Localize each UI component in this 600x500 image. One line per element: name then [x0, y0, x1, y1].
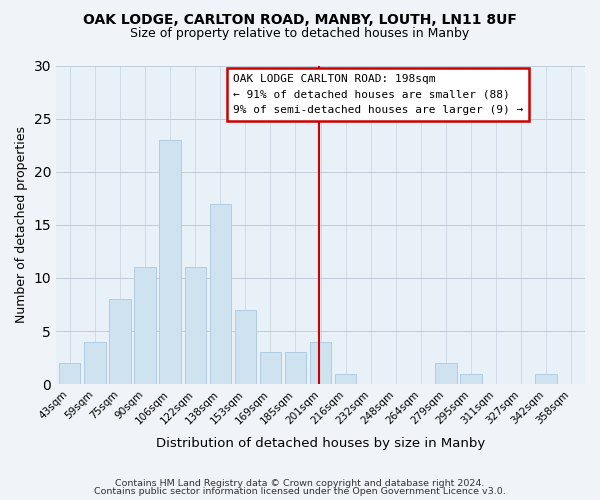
Y-axis label: Number of detached properties: Number of detached properties [15, 126, 28, 324]
Bar [460, 374, 482, 384]
Bar [59, 363, 80, 384]
Text: Size of property relative to detached houses in Manby: Size of property relative to detached ho… [130, 28, 470, 40]
Bar [435, 363, 457, 384]
Bar [535, 374, 557, 384]
Bar [109, 299, 131, 384]
Bar [310, 342, 331, 384]
Bar [84, 342, 106, 384]
Text: OAK LODGE CARLTON ROAD: 198sqm
← 91% of detached houses are smaller (88)
9% of s: OAK LODGE CARLTON ROAD: 198sqm ← 91% of … [233, 74, 523, 115]
Text: OAK LODGE, CARLTON ROAD, MANBY, LOUTH, LN11 8UF: OAK LODGE, CARLTON ROAD, MANBY, LOUTH, L… [83, 12, 517, 26]
Bar [260, 352, 281, 384]
Bar [235, 310, 256, 384]
Text: Contains public sector information licensed under the Open Government Licence v3: Contains public sector information licen… [94, 487, 506, 496]
Bar [209, 204, 231, 384]
Bar [335, 374, 356, 384]
Bar [285, 352, 306, 384]
Text: Contains HM Land Registry data © Crown copyright and database right 2024.: Contains HM Land Registry data © Crown c… [115, 478, 485, 488]
X-axis label: Distribution of detached houses by size in Manby: Distribution of detached houses by size … [156, 437, 485, 450]
Bar [134, 268, 155, 384]
Bar [185, 268, 206, 384]
Bar [160, 140, 181, 384]
